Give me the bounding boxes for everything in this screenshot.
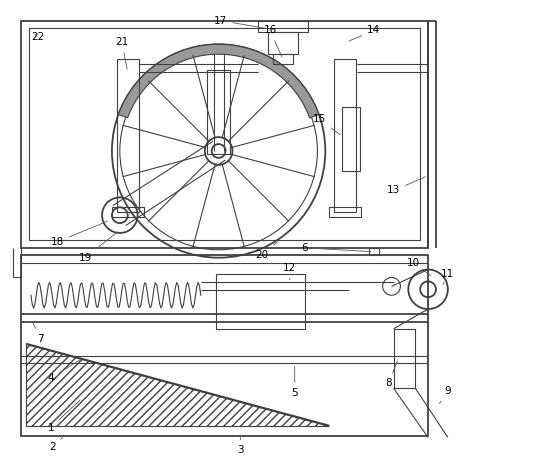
Polygon shape [118, 44, 319, 118]
Text: 13: 13 [387, 177, 426, 195]
Text: 16: 16 [264, 25, 282, 56]
Text: 17: 17 [214, 16, 275, 30]
Text: 14: 14 [349, 25, 380, 41]
Bar [329, 207, 361, 217]
Bar [394, 329, 415, 388]
Bar [215, 275, 305, 329]
Text: 20: 20 [255, 242, 278, 260]
Text: 21: 21 [115, 38, 129, 69]
Circle shape [212, 144, 226, 158]
Text: 3: 3 [237, 438, 244, 455]
Text: 9: 9 [440, 386, 451, 404]
Bar [342, 106, 360, 171]
Text: 22: 22 [31, 32, 44, 42]
Text: 1: 1 [48, 400, 80, 432]
Bar [273, 54, 293, 64]
Text: 5: 5 [292, 366, 298, 398]
Bar [117, 59, 139, 212]
Text: 18: 18 [51, 221, 107, 247]
Circle shape [205, 137, 232, 165]
Text: 6: 6 [301, 243, 371, 253]
Text: 10: 10 [407, 257, 431, 276]
Text: 4: 4 [48, 360, 80, 383]
Text: 11: 11 [441, 269, 455, 284]
Text: 7: 7 [32, 321, 44, 344]
Bar [21, 20, 428, 248]
Text: 2: 2 [49, 438, 63, 452]
Text: 19: 19 [79, 232, 118, 263]
Text: 15: 15 [313, 114, 340, 135]
Text: 8: 8 [385, 361, 397, 388]
Bar [21, 255, 428, 436]
Bar [207, 70, 231, 154]
Text: 12: 12 [283, 263, 296, 280]
Bar [268, 32, 298, 54]
Bar [112, 207, 144, 217]
Bar [29, 28, 420, 240]
Bar [334, 59, 356, 212]
Bar [258, 20, 308, 32]
